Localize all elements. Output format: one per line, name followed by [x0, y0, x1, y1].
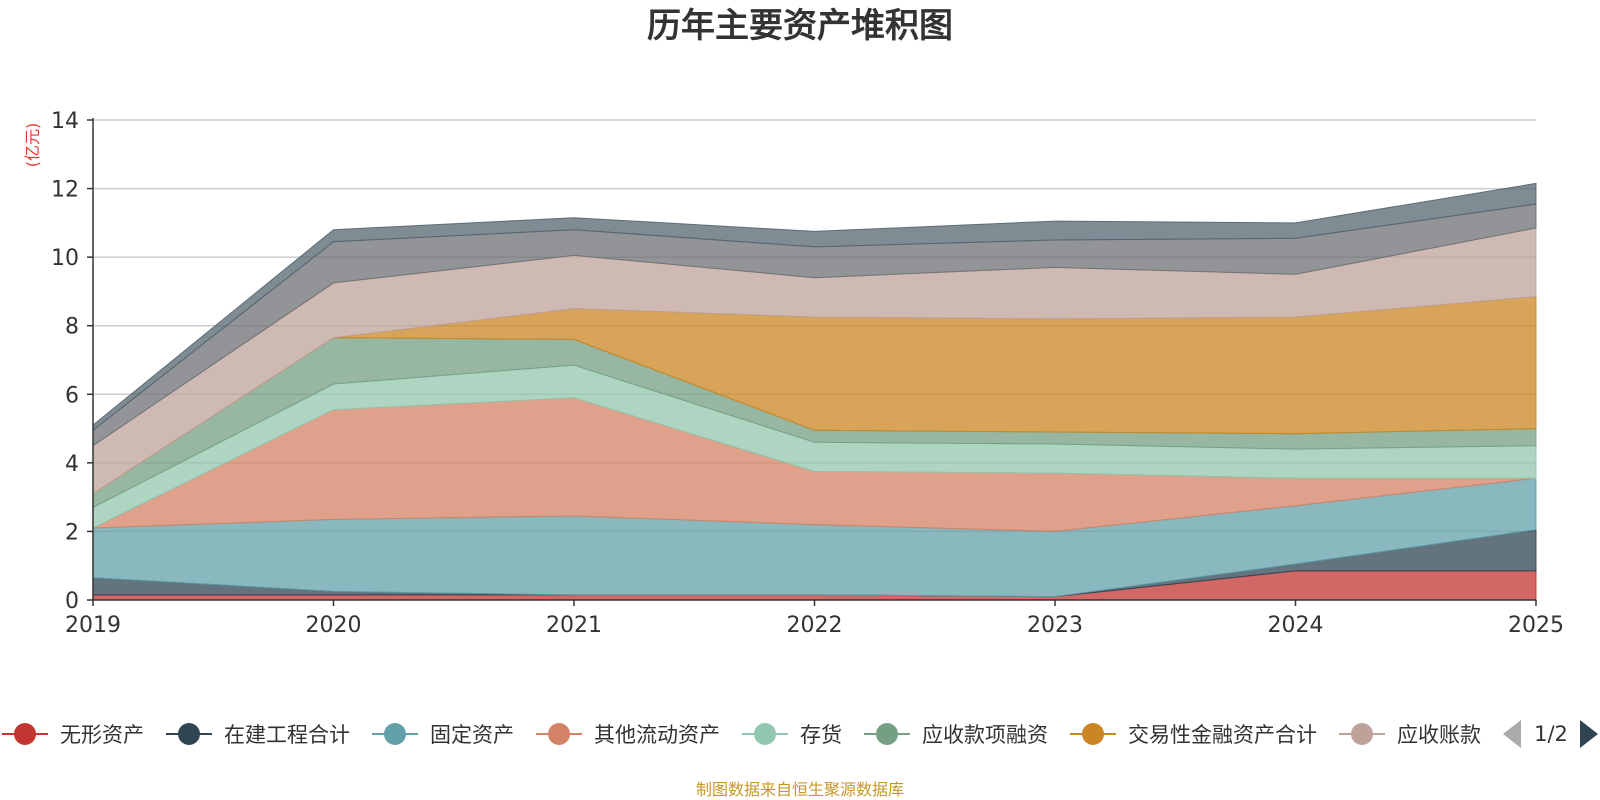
legend-label: 固定资产	[430, 723, 514, 747]
legend-marker	[384, 723, 406, 745]
data-source-note: 制图数据来自恒生聚源数据库	[696, 780, 904, 799]
y-axis-label: (亿元)	[23, 123, 42, 168]
legend-marker	[548, 723, 570, 745]
legend-item-2[interactable]: 在建工程合计	[166, 723, 350, 747]
area-series-group	[92, 182, 1537, 601]
legend-item-3[interactable]: 固定资产	[372, 723, 514, 747]
y-tick-label: 2	[65, 520, 79, 545]
x-tick-label: 2023	[1027, 613, 1083, 638]
y-tick-label: 8	[65, 315, 79, 340]
legend-item-5[interactable]: 存货	[742, 723, 842, 747]
x-tick-label: 2024	[1268, 613, 1324, 638]
legend-marker	[1082, 723, 1104, 745]
legend-label: 在建工程合计	[224, 723, 350, 747]
legend-marker	[14, 723, 36, 745]
y-tick-label: 4	[65, 452, 79, 477]
legend-label: 无形资产	[60, 723, 144, 747]
y-tick-label: 14	[51, 109, 79, 134]
legend-label: 存货	[800, 723, 842, 747]
legend-prev-page-button[interactable]	[1503, 720, 1521, 748]
chart-title: 历年主要资产堆积图	[647, 6, 953, 46]
legend-pager: 1/2	[1503, 720, 1598, 748]
y-tick-label: 0	[65, 589, 79, 614]
legend: 无形资产 在建工程合计 固定资产 其他流动资产 存货 应收款项融资 交易性金融资产合计 应收账…	[2, 723, 1481, 747]
x-tick-label: 2025	[1508, 613, 1564, 638]
legend-page-indicator: 1/2	[1534, 722, 1568, 746]
x-tick-label: 2022	[787, 613, 843, 638]
legend-marker	[178, 723, 200, 745]
legend-item-6[interactable]: 应收款项融资	[864, 723, 1048, 747]
y-tick-label: 12	[51, 178, 79, 203]
legend-item-8[interactable]: 应收账款	[1339, 723, 1481, 747]
legend-label: 交易性金融资产合计	[1128, 723, 1317, 747]
x-tick-label: 2019	[65, 613, 121, 638]
legend-label: 应收账款	[1397, 723, 1481, 747]
y-tick-label: 6	[65, 383, 79, 408]
area-series-10[interactable]	[92, 182, 1537, 432]
x-tick-label: 2020	[306, 613, 362, 638]
legend-item-7[interactable]: 交易性金融资产合计	[1070, 723, 1317, 747]
legend-item-4[interactable]: 其他流动资产	[536, 723, 720, 747]
legend-marker	[1351, 723, 1373, 745]
y-tick-label: 10	[51, 246, 79, 271]
legend-label: 其他流动资产	[594, 723, 720, 747]
legend-marker	[754, 723, 776, 745]
x-tick-label: 2021	[546, 613, 602, 638]
legend-label: 应收款项融资	[922, 723, 1048, 747]
legend-marker	[876, 723, 898, 745]
legend-item-1[interactable]: 无形资产	[2, 723, 144, 747]
axes: 0 2 4 6 8 10 12 14 2019 2020 2021 2022 2023 2024 2025	[51, 109, 1564, 638]
legend-next-page-button[interactable]	[1580, 720, 1598, 748]
